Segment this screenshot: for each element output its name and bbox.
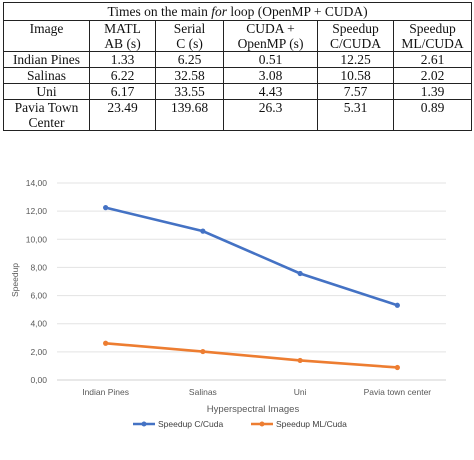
y-tick-label: 2,00 [30, 347, 47, 357]
table-row: Pavia Town Center 23.49 139.68 26.3 5.31 0.89 [3, 99, 473, 131]
data-point [394, 364, 400, 371]
table-row: Indian Pines 1.33 6.25 0.51 12.25 2.61 [3, 51, 473, 68]
y-tick-label: 10,00 [26, 234, 48, 244]
table-cell: 4.43 [223, 83, 318, 100]
timing-table: Times on the main for loop (OpenMP + CUD… [2, 2, 473, 131]
column-header: CUDA + OpenMP (s) [223, 20, 318, 52]
y-tick-label: 4,00 [30, 319, 47, 329]
table-cell: 5.31 [317, 99, 394, 131]
y-tick-label: 12,00 [26, 206, 48, 216]
cell-text: Speedup [409, 21, 456, 36]
legend-marker [141, 421, 147, 427]
cell-text: Indian Pines [12, 52, 81, 67]
series-line [105, 341, 398, 369]
column-header: Image [3, 20, 90, 52]
table-cell: 2.02 [392, 67, 473, 84]
data-point [297, 270, 303, 277]
cell-text: MATL [104, 21, 141, 36]
y-tick-label: 0,00 [30, 375, 47, 385]
data-point [103, 340, 109, 346]
cell-text: Salinas [27, 68, 66, 83]
title-italic-text: for [211, 4, 227, 19]
header-row: Image MATL AB (s) Serial C (s) CUDA + OpenMP (… [3, 20, 473, 52]
cell-text: CUDA + [246, 21, 295, 36]
cell-text: Speedup [332, 21, 379, 36]
cell-text: C (s) [176, 36, 203, 51]
x-tick-label: Indian Pines [82, 387, 129, 397]
x-axis-label: Hyperspectral Images [207, 404, 300, 415]
cell-text: Uni [36, 84, 57, 99]
data-point [200, 348, 206, 355]
cell-text: Center [28, 115, 65, 130]
y-tick-labels: 0,00 2,00 4,00 6,00 8,00 10,00 12,00 14,00 [26, 178, 48, 385]
data-point [297, 357, 303, 364]
table-cell: 7.57 [317, 83, 394, 100]
y-tick-label: 8,00 [30, 262, 47, 272]
table-row: Salinas 6.22 32.58 3.08 10.58 2.02 [3, 67, 473, 84]
table-cell: 1.39 [392, 83, 473, 100]
table-row: Uni 6.17 33.55 4.43 7.57 1.39 [3, 83, 473, 100]
cell-text: Pavia Town [14, 100, 79, 115]
table-cell: 2.61 [392, 51, 473, 68]
y-axis-label: Speedup [10, 263, 20, 297]
x-tick-label: Pavia town center [364, 387, 432, 397]
column-header: MATL AB (s) [89, 20, 156, 52]
table-cell: 32.58 [155, 67, 224, 84]
title-text-end: loop (OpenMP + CUDA) [226, 4, 368, 19]
data-point [103, 205, 109, 211]
y-tick-label: 14,00 [26, 178, 48, 188]
legend-label: Speedup ML/Cuda [276, 419, 347, 429]
cell-text: AB (s) [104, 36, 141, 51]
series-lines [103, 205, 400, 371]
cell-text: Serial [173, 21, 206, 36]
table-cell: 0.89 [392, 99, 473, 131]
cell-text: Image [29, 21, 64, 36]
table-cell: 0.51 [223, 51, 318, 68]
column-header: Speedup ML/CUDA [392, 20, 473, 52]
table-cell: 10.58 [317, 67, 394, 84]
table-cell: 139.68 [155, 99, 224, 131]
row-label: Indian Pines [3, 51, 90, 68]
table-cell: 6.17 [89, 83, 156, 100]
gridlines [57, 182, 446, 381]
x-tick-label: Salinas [189, 387, 217, 397]
x-tick-labels: Indian Pines Salinas Uni Pavia town center [82, 387, 431, 397]
table-cell: 12.25 [317, 51, 394, 68]
row-label: Pavia Town Center [3, 99, 90, 131]
series-line [105, 206, 398, 307]
cell-text: OpenMP (s) [237, 36, 304, 51]
cell-text: C/CUDA [329, 36, 381, 51]
table-cell: 23.49 [89, 99, 156, 131]
data-point [394, 302, 400, 308]
legend-marker [259, 421, 265, 427]
table-title: Times on the main for loop (OpenMP + CUD… [2, 2, 473, 21]
table-cell: 33.55 [155, 83, 224, 100]
chart-legend: Speedup C/Cuda Speedup ML/Cuda [133, 419, 347, 429]
table-cell: 1.33 [89, 51, 156, 68]
x-tick-label: Uni [294, 387, 307, 397]
row-label: Uni [3, 83, 90, 100]
table-cell: 3.08 [223, 67, 318, 84]
row-label: Salinas [3, 67, 90, 84]
column-header: Speedup C/CUDA [317, 20, 394, 52]
table-cell: 6.22 [89, 67, 156, 84]
table-cell: 6.25 [155, 51, 224, 68]
data-point [200, 228, 206, 234]
legend-label: Speedup C/Cuda [158, 419, 223, 429]
results-table-container: Times on the main for loop (OpenMP + CUD… [2, 2, 473, 131]
y-tick-label: 6,00 [30, 291, 47, 301]
table-cell: 26.3 [223, 99, 318, 131]
speedup-line-chart: 0,00 2,00 4,00 6,00 8,00 10,00 12,00 14,00 Indi… [0, 168, 474, 455]
column-header: Serial C (s) [155, 20, 224, 52]
chart-svg: 0,00 2,00 4,00 6,00 8,00 10,00 12,00 14,00 Indi… [10, 178, 446, 429]
cell-text: ML/CUDA [401, 36, 464, 51]
title-text: Times on the main [107, 4, 212, 19]
table-title-row: Times on the main for loop (OpenMP + CUD… [2, 2, 473, 21]
